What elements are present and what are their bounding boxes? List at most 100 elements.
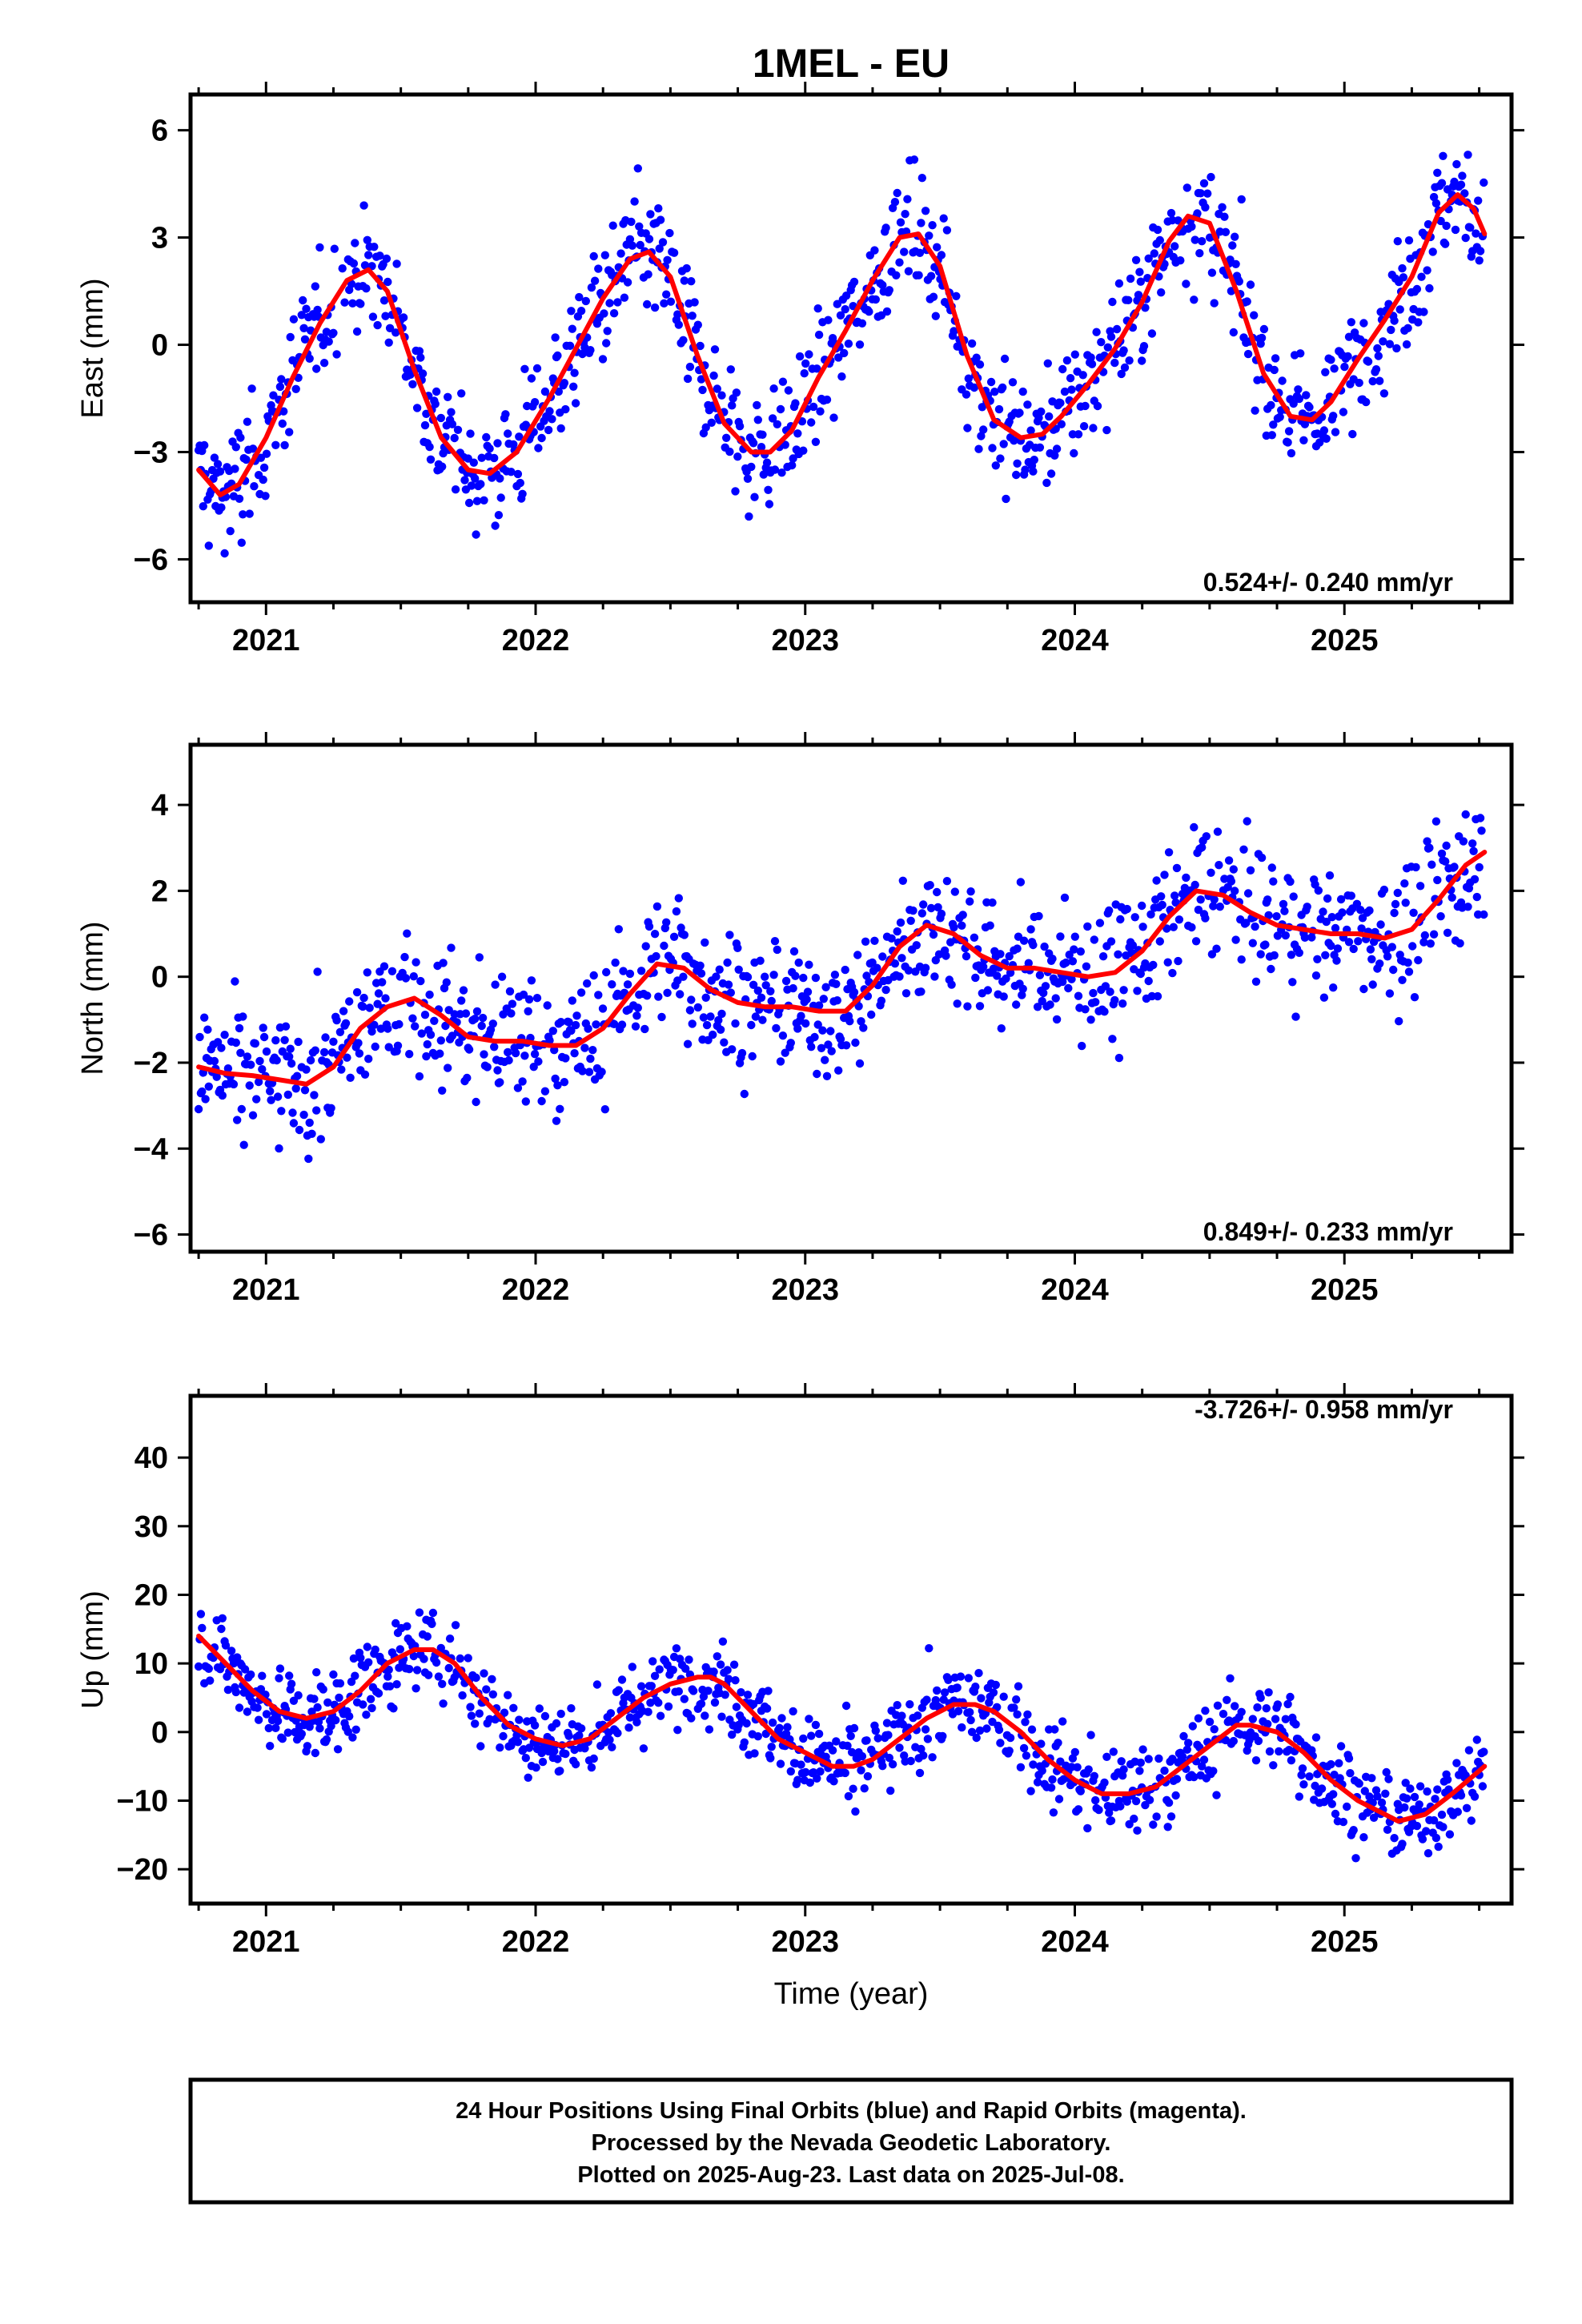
east-data-point [1419,308,1428,316]
up-data-point [799,1734,808,1743]
east-data-point [384,338,393,347]
up-data-point [1367,1774,1376,1783]
north-data-point [1110,995,1119,1005]
up-data-point [1027,1725,1037,1734]
north-data-point [561,1054,570,1063]
up-data-point [1116,1802,1125,1811]
up-data-point [1329,1790,1338,1799]
north-data-point [687,995,696,1004]
east-data-point [608,221,617,230]
north-data-point [1012,1000,1021,1009]
east-data-point [418,369,428,378]
north-data-point [1231,935,1240,944]
up-data-point [329,1670,338,1679]
east-data-point [451,485,460,494]
east-data-point [673,310,682,319]
north-data-point [1411,862,1420,872]
north-data-point [1170,891,1179,900]
north-rate-label: 0.849+/- 0.233 mm/yr [1203,1217,1453,1246]
up-data-point [552,1719,561,1728]
east-data-point [1398,263,1407,273]
up-data-point [1251,1756,1261,1765]
east-data-point [239,510,247,519]
east-data-point [312,364,321,373]
up-data-point [1437,1810,1447,1819]
north-data-point [1261,940,1270,949]
east-data-point [749,439,758,448]
north-data-point [1068,957,1078,966]
east-data-point [1385,340,1395,348]
north-data-point [283,1090,292,1100]
up-data-point [1160,1766,1169,1775]
north-data-point [379,962,389,971]
north-data-point [463,1073,472,1083]
up-x-tick-label: 2022 [502,1925,570,1959]
east-data-point [962,390,971,399]
up-data-point [1401,1779,1410,1787]
north-data-point [676,990,685,999]
north-data-point [210,1056,219,1066]
up-data-point [1433,1785,1442,1794]
up-data-point [1480,1747,1488,1756]
up-data-point [655,1665,664,1674]
north-data-point [584,1068,594,1076]
north-data-point [1408,942,1417,951]
north-data-point [720,1038,729,1047]
east-data-point [801,359,810,368]
up-data-point [1431,1795,1439,1803]
north-data-point [556,1104,564,1114]
up-data-point [750,1749,759,1758]
up-data-point [1283,1699,1292,1709]
up-data-point [1400,1803,1409,1812]
east-data-point [1045,412,1054,421]
north-data-point [1327,941,1335,951]
east-data-point [571,399,580,408]
up-data-point [1179,1731,1188,1741]
north-data-point [292,1072,302,1080]
east-data-point [278,419,287,428]
north-data-point [1202,832,1211,841]
north-data-point [810,1032,819,1042]
north-data-point [826,1027,835,1035]
east-data-point [231,464,239,473]
north-data-point [477,1021,486,1031]
up-data-point [701,1711,709,1720]
up-data-point [322,1735,331,1744]
east-data-point [636,240,644,250]
east-data-point [1117,369,1126,379]
east-data-point [1235,277,1244,286]
north-data-point [725,931,734,939]
north-data-point [1153,991,1162,1001]
north-data-point [706,1012,715,1021]
east-data-point [811,437,821,446]
up-data-point [258,1671,267,1680]
north-data-point [799,973,808,983]
up-data-point [954,1707,963,1715]
up-data-point [1154,1754,1163,1763]
up-data-point [1070,1747,1080,1757]
north-data-point [751,1012,761,1021]
east-data-point [485,444,494,453]
up-data-point [1023,1710,1032,1719]
east-data-point [784,386,793,395]
east-data-point [1141,304,1150,312]
east-fit-curve [196,192,1488,498]
east-data-point [1078,371,1087,380]
north-data-point [491,980,500,989]
north-data-point [859,1023,868,1032]
up-data-point [1213,1701,1223,1710]
east-data-point [1081,401,1090,411]
up-data-point [1429,1815,1439,1825]
north-data-point [1155,937,1165,946]
east-data-point [1284,427,1294,436]
north-data-point [1264,911,1273,920]
east-data-point [425,442,434,452]
up-data-point [206,1676,215,1685]
north-data-point [267,1096,275,1104]
north-x-tick-label: 2022 [502,1273,570,1307]
north-data-point [849,987,859,997]
north-data-point [220,1031,229,1039]
north-fit-curve [196,850,1488,1087]
up-y-tick-label: −10 [117,1784,168,1818]
up-data-point [846,1731,855,1740]
